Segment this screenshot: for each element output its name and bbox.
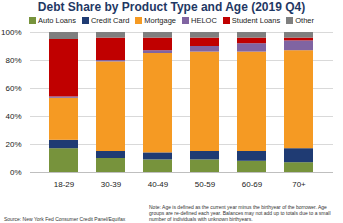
svg-text:70+: 70+ bbox=[292, 180, 306, 188]
svg-text:40%: 40% bbox=[5, 112, 21, 121]
svg-text:60%: 60% bbox=[5, 84, 21, 93]
html-text:Mortgage: Mortgage bbox=[144, 16, 176, 25]
svg-text:60-69: 60-69 bbox=[242, 180, 263, 188]
svg-text:80%: 80% bbox=[5, 56, 21, 65]
html-text:Source: New York Fed Consumer: Source: New York Fed Consumer Credit Pan… bbox=[4, 216, 126, 222]
html-text:Other: Other bbox=[295, 16, 314, 25]
html-text:Note: Age is defined as the cu: Note: Age is defined as the current year… bbox=[149, 204, 331, 222]
svg-text:40-49: 40-49 bbox=[148, 180, 169, 188]
svg-text:30-39: 30-39 bbox=[101, 180, 122, 188]
svg-text:50-59: 50-59 bbox=[195, 180, 216, 188]
html-text:Student Loans: Student Loans bbox=[231, 16, 281, 25]
svg-text:100%: 100% bbox=[1, 28, 21, 37]
svg-text:18-29: 18-29 bbox=[54, 180, 75, 188]
html-text:HELOC: HELOC bbox=[191, 16, 217, 25]
html-text:Credit Card: Credit Card bbox=[91, 16, 130, 25]
svg-text:0%: 0% bbox=[10, 168, 22, 177]
html-text:Debt Share by Product Type and: Debt Share by Product Type and Age (2019… bbox=[37, 0, 306, 14]
html-text:Auto Loans: Auto Loans bbox=[38, 16, 76, 25]
svg-text:20%: 20% bbox=[5, 140, 21, 149]
